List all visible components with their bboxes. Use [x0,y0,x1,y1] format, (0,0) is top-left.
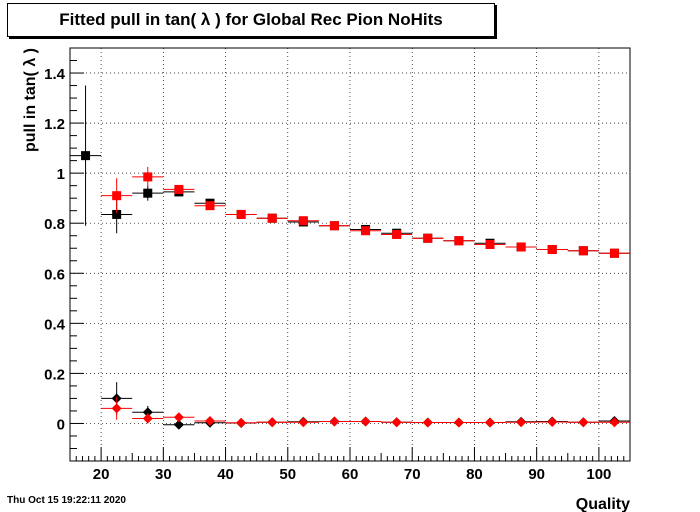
data-point [81,151,91,161]
data-point [205,201,215,211]
data-point [547,416,558,427]
data-point [143,188,153,198]
plot-frame [69,47,631,462]
y-tick-label: 0.8 [44,216,65,233]
data-point [298,216,308,226]
y-tick-label: 0.2 [44,366,65,383]
y-tick-label: 1.4 [44,66,66,83]
data-point [454,236,464,246]
data-point [236,417,247,428]
data-point [422,417,433,428]
series-4 [101,397,630,428]
data-point [174,184,184,194]
data-point [329,416,340,427]
x-tick-label: 60 [342,466,359,483]
data-point [361,226,371,236]
data-point [360,416,371,427]
x-axis-label: Quality [576,496,630,512]
y-tick-label: 1.2 [44,116,65,133]
data-point [423,233,433,243]
y-axis-label: pull in tan( λ ) [22,48,39,152]
data-point [142,413,153,424]
chart-title: Fitted pull in tan( λ ) for Global Rec P… [7,3,495,37]
y-tick-label: 1 [57,166,65,183]
y-tick-label: 0 [57,416,65,433]
series-2 [101,166,630,258]
timestamp: Thu Oct 15 19:22:11 2020 [7,495,126,506]
x-tick-label: 50 [279,466,296,483]
data-point [112,209,122,219]
data-point [516,242,526,252]
data-point [516,417,527,428]
x-tick-label: 80 [466,466,483,483]
data-point [142,407,153,418]
data-point [578,417,589,428]
x-tick-label: 90 [528,466,545,483]
data-point [485,239,495,249]
data-point [143,172,153,182]
data-point [547,244,557,254]
data-point [236,209,246,219]
x-tick-label: 100 [586,466,611,483]
x-tick-label: 20 [93,466,110,483]
data-point [173,412,184,423]
data-point [267,213,277,223]
data-point [453,417,464,428]
x-tick-label: 40 [217,466,234,483]
x-tick-label: 70 [404,466,421,483]
data-point [578,246,588,256]
data-point [391,417,402,428]
y-tick-label: 0.6 [44,266,65,283]
data-point [609,417,620,428]
data-point [485,417,495,428]
data-point [112,191,122,201]
data-point [173,419,184,430]
x-tick-label: 30 [155,466,172,483]
data-point [609,248,619,258]
data-point [298,417,309,428]
data-point [392,229,402,239]
data-point [267,417,278,428]
data-point [111,403,122,414]
y-tick-label: 0.4 [44,316,66,333]
data-point [329,221,339,231]
data-point [205,415,215,426]
